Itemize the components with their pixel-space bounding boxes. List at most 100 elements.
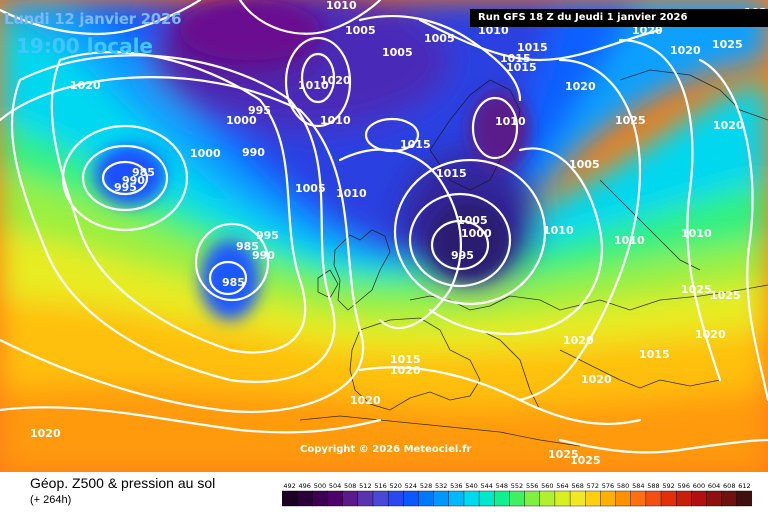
scale-swatch — [660, 490, 677, 507]
scale-swatch — [524, 490, 541, 507]
isobar-label: 1010 — [298, 79, 329, 92]
isobar-label: 1020 — [632, 24, 663, 37]
isobar-label: 1010 — [495, 115, 526, 128]
scale-swatch — [554, 490, 571, 507]
color-scale: 492 496 500 504 508 512 516 520 524 528 532 536 540 5… — [282, 482, 752, 507]
scale-value: 588 — [647, 482, 659, 490]
scale-value: 556 — [526, 482, 538, 490]
isobar-label: 1000 — [226, 114, 257, 127]
scale-swatch — [478, 490, 495, 507]
isobar-label: 995 — [256, 229, 279, 242]
coastlines — [299, 69, 768, 447]
scale-swatch — [312, 490, 328, 507]
scale-swatch — [691, 490, 708, 507]
isobar-label: 1015 — [390, 353, 421, 366]
scale-value: 572 — [587, 482, 599, 490]
isobar-label: 1000 — [190, 147, 221, 160]
isobar-label: 1020 — [350, 394, 381, 407]
scale-swatch — [675, 490, 692, 507]
scale-value: 532 — [435, 482, 447, 490]
scale-swatch — [509, 490, 526, 507]
isobar-label: 1020 — [695, 328, 726, 341]
scale-value: 536 — [450, 482, 462, 490]
scale-value: 612 — [738, 482, 750, 490]
geopotential-field — [0, 0, 768, 472]
scale-value: 524 — [405, 482, 417, 490]
isobar-label: 1020 — [565, 80, 596, 93]
scale-value: 568 — [571, 482, 583, 490]
scale-value: 496 — [299, 482, 311, 490]
isobar-label: 1000 — [461, 227, 492, 240]
isobar-label: 995 — [248, 104, 271, 117]
scale-swatch — [296, 490, 313, 507]
scale-swatch — [721, 490, 738, 507]
isobar-lines — [0, 0, 768, 454]
scale-swatch — [706, 490, 723, 507]
scale-value: 564 — [556, 482, 568, 490]
scale-value: 576 — [602, 482, 614, 490]
scale-swatch — [418, 490, 435, 507]
isobar-label: 1015 — [639, 348, 670, 361]
isobar-label: 1005 — [295, 182, 326, 195]
isobar-label: 1025 — [710, 289, 741, 302]
scale-swatch — [387, 490, 404, 507]
forecast-time: 19:00 locale — [16, 34, 153, 58]
isobar-label: 990 — [252, 249, 275, 262]
isobar-label: 1010 — [543, 224, 574, 237]
scale-swatch — [600, 490, 617, 507]
scale-value: 508 — [344, 482, 356, 490]
isobar-label: 1005 — [345, 24, 376, 37]
isobar-label: 1010 — [681, 227, 712, 240]
isobar-label: 995 — [451, 249, 474, 262]
isobar-label: 1015 — [517, 41, 548, 54]
scale-value: 492 — [283, 482, 295, 490]
scale-value: 512 — [359, 482, 371, 490]
scale-value: 584 — [632, 482, 644, 490]
isobar-label: 1020 — [581, 373, 612, 386]
scale-swatch — [463, 490, 480, 507]
isobar-label: 1020 — [713, 119, 744, 132]
isobar-label: 1025 — [570, 454, 601, 467]
isobar-label: 1025 — [712, 38, 743, 51]
scale-swatch — [433, 490, 450, 507]
scale-swatch — [327, 490, 344, 507]
forecast-date: Lundi 12 janvier 2026 — [4, 10, 182, 28]
isobar-label: 1025 — [548, 448, 579, 461]
isobar-label: 1005 — [569, 158, 600, 171]
weather-map: 1010 1005 1005 1005 1010 1015 1015 1015 1020 1020… — [0, 0, 768, 472]
isobar-label: 1020 — [70, 79, 101, 92]
scale-value: 540 — [465, 482, 477, 490]
model-run-label: Run GFS 18 Z du Jeudi 1 janvier 2026 — [470, 9, 768, 27]
scale-value: 528 — [420, 482, 432, 490]
isobar-label: 985 — [236, 240, 259, 253]
isobar-label: 1010 — [320, 114, 351, 127]
scale-value: 604 — [708, 482, 720, 490]
isobar-label: 1025 — [615, 114, 646, 127]
copyright-notice: Copyright © 2026 Meteociel.fr — [300, 444, 472, 455]
scale-swatch — [615, 490, 632, 507]
isobar-label: 1005 — [457, 214, 488, 227]
isobar-label: 1005 — [382, 46, 413, 59]
isobar-label: 1020 — [30, 427, 61, 440]
isobar-label: 1025 — [681, 283, 712, 296]
scale-value: 552 — [511, 482, 523, 490]
scale-value: 544 — [480, 482, 492, 490]
scale-value: 548 — [496, 482, 508, 490]
scale-swatch — [448, 490, 465, 507]
isobar-label: 1015 — [400, 138, 431, 151]
isobar-label: 1010 — [614, 234, 645, 247]
scale-value: 580 — [617, 482, 629, 490]
scale-swatch — [736, 490, 752, 507]
scale-swatch — [494, 490, 510, 507]
isobar-label: 985 — [132, 166, 155, 179]
scale-swatch — [372, 490, 389, 507]
isobar-label: 990 — [122, 174, 145, 187]
scale-swatch — [645, 490, 662, 507]
isobar-label: 1015 — [436, 167, 467, 180]
scale-swatch — [539, 490, 556, 507]
isobar-label: 985 — [222, 276, 245, 289]
scale-swatch — [569, 490, 586, 507]
scale-value: 596 — [678, 482, 690, 490]
scale-value: 504 — [329, 482, 341, 490]
